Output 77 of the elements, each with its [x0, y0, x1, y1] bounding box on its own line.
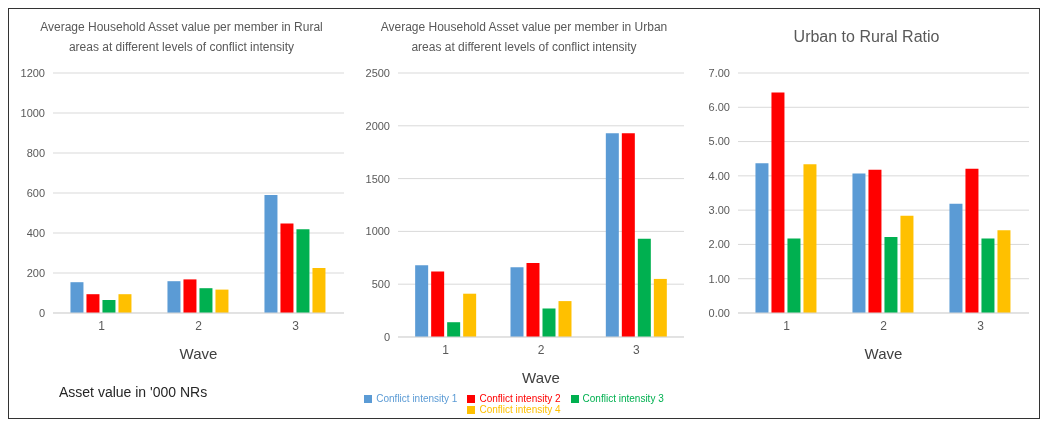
bar: [884, 236, 898, 313]
bar: [199, 288, 213, 313]
bar: [447, 322, 461, 337]
bar: [981, 238, 995, 313]
y-tick-label: 500: [371, 278, 390, 291]
bar: [167, 281, 181, 313]
bar: [852, 173, 866, 313]
x-tick-label: 3: [292, 318, 300, 333]
bar: [558, 301, 572, 337]
legend-label: Conflict intensity 1: [376, 393, 458, 404]
x-tick-label: 3: [632, 342, 640, 357]
y-tick-label: 0.00: [708, 306, 730, 319]
bar: [949, 203, 963, 313]
y-tick-label: 1200: [20, 66, 45, 79]
y-tick-label: 800: [26, 146, 45, 159]
x-axis-title: Wave: [864, 345, 903, 362]
bar: [542, 308, 556, 337]
bar: [526, 263, 540, 337]
bar: [997, 230, 1011, 313]
bar: [296, 229, 310, 313]
x-tick-label: 2: [537, 342, 545, 357]
x-tick-label: 2: [195, 318, 203, 333]
y-tick-label: 0: [383, 330, 390, 343]
y-tick-label: 600: [26, 186, 45, 199]
bar: [86, 294, 100, 313]
chart-title: Urban to Rural Ratio: [792, 27, 941, 47]
chart-title: Average Household Asset value per member in Urban areas at different levels of conflict intensity: [379, 19, 669, 56]
bar: [102, 300, 116, 313]
bar: [605, 133, 619, 337]
y-tick-label: 1.00: [708, 272, 730, 285]
bar: [868, 169, 882, 313]
x-axis-title: Wave: [179, 345, 218, 362]
bar: [637, 238, 651, 337]
bar: [118, 294, 132, 313]
bar: [312, 268, 326, 313]
bar: [264, 195, 278, 313]
bar: [787, 238, 801, 313]
y-tick-label: 1000: [365, 225, 390, 238]
y-tick-label: 4.00: [708, 169, 730, 182]
y-tick-label: 7.00: [708, 66, 730, 79]
legend-label: Conflict intensity 4: [479, 404, 561, 415]
bar: [215, 289, 229, 313]
bar: [510, 267, 524, 337]
x-tick-label: 3: [977, 318, 985, 333]
legend-label: Conflict intensity 2: [479, 393, 561, 404]
x-axis-title: Wave: [522, 369, 560, 386]
y-tick-label: 6.00: [708, 101, 730, 114]
bar: [183, 279, 197, 313]
y-tick-label: 1000: [20, 106, 45, 119]
x-tick-label: 1: [98, 318, 106, 333]
y-tick-label: 2.00: [708, 238, 730, 251]
legend-label: Conflict intensity 3: [582, 393, 664, 404]
x-tick-label: 2: [880, 318, 888, 333]
bar: [803, 164, 817, 313]
bar: [415, 265, 429, 337]
bar: [463, 293, 477, 337]
y-tick-label: 0: [38, 306, 45, 319]
text: Asset value in '000 NRs: [59, 384, 208, 400]
bar: [280, 223, 294, 313]
x-tick-label: 1: [442, 342, 450, 357]
y-tick-label: 3.00: [708, 204, 730, 217]
bar: [771, 92, 785, 313]
y-tick-label: 2000: [365, 119, 390, 132]
bar: [653, 278, 667, 337]
bar: [621, 133, 635, 337]
bar: [965, 168, 979, 313]
y-tick-label: 1500: [365, 172, 390, 185]
y-tick-label: 400: [26, 226, 45, 239]
bar: [900, 215, 914, 313]
y-tick-label: 200: [26, 266, 45, 279]
y-tick-label: 5.00: [708, 135, 730, 148]
x-tick-label: 1: [783, 318, 791, 333]
bar: [431, 271, 445, 337]
chart-title: Average Household Asset value per member in Rural areas at different levels of conflict intensity: [39, 19, 324, 56]
bar: [70, 282, 84, 313]
y-tick-label: 2500: [365, 66, 390, 79]
bar: [755, 163, 769, 313]
